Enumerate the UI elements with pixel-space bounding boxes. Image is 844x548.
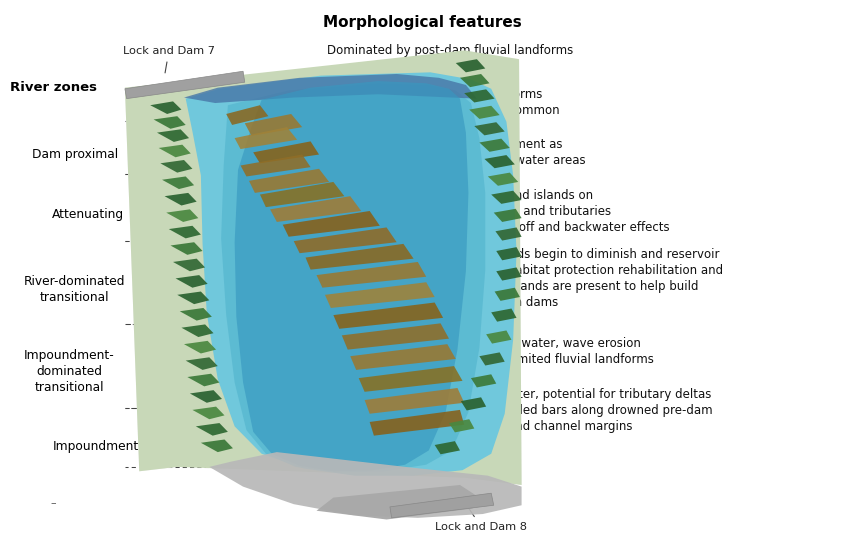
Polygon shape [464,89,495,102]
Polygon shape [221,83,485,472]
Polygon shape [270,196,361,222]
Text: Relict pre-dam fluvial landforms
and distributary channels common: Relict pre-dam fluvial landforms and dis… [353,88,560,117]
Polygon shape [496,247,522,260]
Polygon shape [160,160,192,173]
Polygon shape [209,452,522,518]
Polygon shape [333,302,443,329]
Polygon shape [469,106,500,119]
Text: River-dominated
transitional: River-dominated transitional [24,275,125,304]
Polygon shape [170,242,203,255]
Polygon shape [162,176,194,189]
Polygon shape [196,423,228,436]
Polygon shape [235,127,297,149]
Polygon shape [365,388,464,414]
Text: Attenuating: Attenuating [52,208,124,221]
Text: Impoundment: Impoundment [52,440,138,453]
Polygon shape [184,341,216,353]
Polygon shape [464,50,522,485]
Polygon shape [173,259,205,271]
Polygon shape [390,493,494,518]
Polygon shape [316,485,477,520]
Text: River zones: River zones [10,81,97,94]
Polygon shape [342,323,449,350]
Polygon shape [449,419,474,432]
Polygon shape [187,374,219,386]
Polygon shape [150,101,181,114]
Polygon shape [201,439,233,452]
Text: Dominated by post-dam fluvial landforms: Dominated by post-dam fluvial landforms [327,44,574,57]
Polygon shape [253,141,319,163]
Polygon shape [235,81,468,471]
Polygon shape [226,105,268,125]
Polygon shape [495,288,520,301]
Polygon shape [491,309,517,322]
Text: Creation of braids and islands on
the outside of bends and tributaries
from sedi: Creation of braids and islands on the ou… [398,189,670,234]
Polygon shape [456,59,485,72]
Polygon shape [181,324,214,337]
Polygon shape [166,209,198,222]
Polygon shape [488,173,518,186]
Polygon shape [359,366,463,392]
Polygon shape [169,226,201,238]
Polygon shape [260,182,344,207]
Polygon shape [471,374,496,387]
Text: Mostly open water, wave erosion
dominant, limited fluvial landforms: Mostly open water, wave erosion dominant… [446,337,653,366]
Polygon shape [479,352,505,366]
Polygon shape [190,390,222,403]
Polygon shape [294,227,397,253]
Text: Braids and islands begin to diminish and reservoir
effect begins. Habitat protec: Braids and islands begin to diminish and… [422,248,723,309]
Polygon shape [176,275,208,288]
Polygon shape [245,114,302,136]
Polygon shape [154,116,186,129]
Polygon shape [159,145,191,157]
Polygon shape [125,71,245,99]
Text: Impoundment-
dominated
transitional: Impoundment- dominated transitional [24,349,115,394]
Polygon shape [460,74,490,87]
Polygon shape [186,357,218,370]
Text: Lock and Dam 7: Lock and Dam 7 [122,47,215,73]
Polygon shape [165,193,197,206]
Polygon shape [177,292,209,304]
Polygon shape [283,211,380,237]
Polygon shape [479,139,510,152]
Polygon shape [125,50,522,485]
Polygon shape [496,267,522,281]
Polygon shape [241,155,311,176]
Polygon shape [249,169,329,193]
Polygon shape [325,282,435,308]
Polygon shape [370,410,464,436]
Polygon shape [486,330,511,344]
Polygon shape [186,72,517,476]
Polygon shape [495,227,522,241]
Polygon shape [306,244,414,270]
Text: Lock and Dam 8: Lock and Dam 8 [435,507,528,532]
Polygon shape [484,155,515,168]
Polygon shape [474,122,505,135]
Polygon shape [184,74,477,103]
Text: –: – [51,498,57,508]
Polygon shape [494,209,522,222]
Polygon shape [125,85,177,471]
Text: Tributary inputs of sediment as
fans and deltas in backwater areas: Tributary inputs of sediment as fans and… [378,138,586,167]
Polygon shape [350,344,456,370]
Text: Open water, potential for tributary deltas
or extended bars along drowned pre-da: Open water, potential for tributary delt… [466,388,712,433]
Text: Morphological features: Morphological features [322,15,522,30]
Polygon shape [435,441,460,454]
Polygon shape [491,191,522,204]
Polygon shape [316,262,426,288]
Polygon shape [461,397,486,410]
Text: Dam proximal: Dam proximal [32,148,118,161]
Polygon shape [192,407,225,419]
Polygon shape [157,129,189,142]
Polygon shape [180,308,212,321]
